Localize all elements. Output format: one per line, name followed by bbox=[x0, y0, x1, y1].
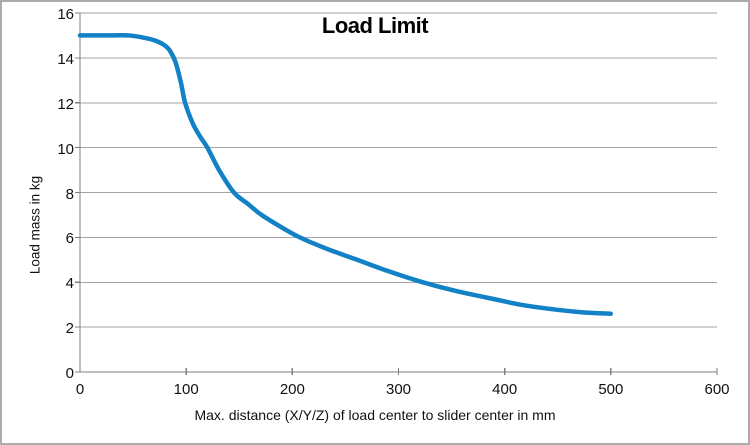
y-tick-label-6: 6 bbox=[65, 230, 74, 248]
x-axis-title: Max. distance (X/Y/Z) of load center to … bbox=[194, 407, 556, 423]
x-tick-label-300: 300 bbox=[385, 381, 412, 398]
y-tick-label-0: 0 bbox=[65, 365, 74, 382]
x-tick-label-200: 200 bbox=[279, 381, 305, 398]
x-tick-label-0: 0 bbox=[75, 381, 85, 398]
x-tick-label-100: 100 bbox=[173, 381, 199, 398]
y-tick-label-14: 14 bbox=[57, 50, 74, 68]
y-tick-label-16: 16 bbox=[57, 6, 74, 23]
series-curve-0 bbox=[77, 33, 614, 316]
x-tick-label-600: 600 bbox=[704, 381, 730, 398]
y-tick-label-4: 4 bbox=[65, 275, 74, 293]
y-tick-label-8: 8 bbox=[65, 185, 74, 203]
y-tick-label-2: 2 bbox=[65, 320, 74, 338]
x-tick-label-500: 500 bbox=[598, 381, 624, 398]
y-tick-label-10: 10 bbox=[57, 140, 74, 158]
x-tick-label-400: 400 bbox=[492, 381, 518, 398]
y-tick-label-12: 12 bbox=[57, 95, 74, 113]
